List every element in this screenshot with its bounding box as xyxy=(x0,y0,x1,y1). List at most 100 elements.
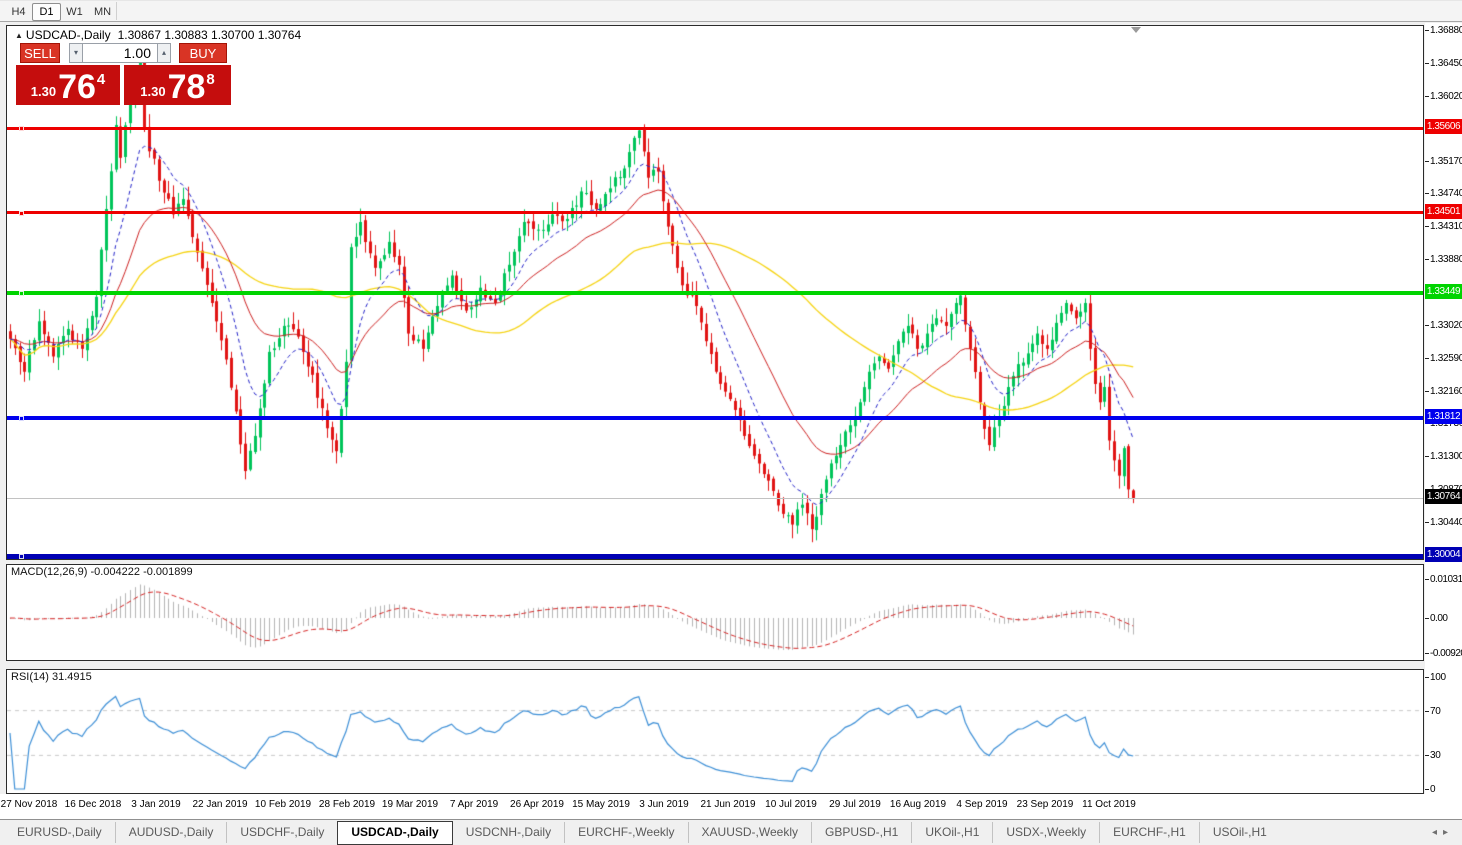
date-label: 16 Aug 2019 xyxy=(889,799,947,810)
tab-usdcnh-daily[interactable]: USDCNH-,Daily xyxy=(465,825,552,839)
horizontal-level-line[interactable] xyxy=(7,211,1423,214)
current-price-label: 1.30764 xyxy=(1425,489,1462,504)
horizontal-level-line[interactable] xyxy=(7,291,1423,295)
rsi-tick-label: 30 xyxy=(1430,750,1441,761)
chart-symbol-label: USDCAD-,Daily xyxy=(25,28,111,42)
date-label: 10 Jul 2019 xyxy=(765,799,817,810)
sell-price[interactable]: 1.30 76 4 xyxy=(16,65,120,105)
level-line-handle[interactable] xyxy=(19,291,24,296)
buy-price-prefix: 1.30 xyxy=(140,84,166,99)
rsi-tick-label: 0 xyxy=(1430,784,1436,795)
chart-tabs-bar: EURUSD-,Daily AUDUSD-,Daily USDCHF-,Daily U… xyxy=(0,819,1462,845)
chevron-down-icon: ▾ xyxy=(73,48,78,57)
price-tick-label: 1.36020 xyxy=(1430,91,1462,102)
date-label: 16 Dec 2018 xyxy=(64,799,122,810)
tab-scroll-right-icon[interactable]: ▸ xyxy=(1442,827,1454,838)
volume-increase-button[interactable]: ▴ xyxy=(157,43,171,63)
price-tick-dash xyxy=(1425,358,1429,359)
macd-tick-label: -0.009203 xyxy=(1430,648,1462,659)
rsi-panel: RSI(14) 31.4915 xyxy=(6,669,1424,794)
price-tick-label: 1.34740 xyxy=(1430,188,1462,199)
price-tick-label: 1.36880 xyxy=(1430,25,1462,36)
tab-gbpusd-h1[interactable]: GBPUSD-,H1 xyxy=(811,822,911,843)
timeframe-button-MN[interactable]: MN xyxy=(93,6,112,18)
date-label: 4 Sep 2019 xyxy=(956,799,1008,810)
buy-price-big: 78 xyxy=(167,68,206,106)
level-line-handle[interactable] xyxy=(19,211,24,216)
sell-price-sup: 4 xyxy=(96,71,106,88)
date-label: 7 Apr 2019 xyxy=(449,799,499,810)
date-label: 3 Jan 2019 xyxy=(131,799,181,810)
chart-ohlc-values: 1.30867 1.30883 1.30700 1.30764 xyxy=(117,28,302,42)
volume-input[interactable] xyxy=(82,43,158,63)
price-panel: ▲ USDCAD-,Daily 1.30867 1.30883 1.30700 1.… xyxy=(6,25,1424,560)
collapse-arrow-icon[interactable]: ▲ xyxy=(15,31,23,40)
price-tick-dash xyxy=(1425,391,1429,392)
timeframe-toolbar: H4 D1 W1 MN xyxy=(0,1,1462,22)
price-tick-dash xyxy=(1425,63,1429,64)
level-line-handle[interactable] xyxy=(19,126,24,131)
macd-tick-label: 0.00 xyxy=(1430,613,1448,624)
level-line-handle[interactable] xyxy=(19,554,24,559)
chevron-up-icon: ▴ xyxy=(161,48,166,57)
price-tick-label: 1.34310 xyxy=(1430,221,1462,232)
macd-panel: MACD(12,26,9) -0.004222 -0.001899 xyxy=(6,564,1424,661)
tab-usdcad-daily[interactable]: USDCAD-,Daily xyxy=(337,821,453,845)
macd-tick-dash xyxy=(1425,618,1429,619)
price-tick-dash xyxy=(1425,259,1429,260)
tab-eurchf-weekly[interactable]: EURCHF-,Weekly xyxy=(564,822,687,843)
date-label: 15 May 2019 xyxy=(572,799,630,810)
buy-price[interactable]: 1.30 78 8 xyxy=(124,65,231,105)
price-axis[interactable]: 1.36880 1.36450 1.36020 1.35170 1.34740 1.343… xyxy=(1425,23,1462,795)
volume-decrease-button[interactable]: ▾ xyxy=(69,43,83,63)
price-tick-dash xyxy=(1425,456,1429,457)
price-tick-dash xyxy=(1425,96,1429,97)
sell-button[interactable]: SELL xyxy=(20,43,60,63)
price-tick-dash xyxy=(1425,226,1429,227)
horizontal-level-line[interactable] xyxy=(7,554,1423,559)
macd-tick-dash xyxy=(1425,653,1429,654)
rsi-canvas[interactable] xyxy=(7,670,1423,793)
timeframe-button-H4[interactable]: H4 xyxy=(11,6,26,18)
date-label: 29 Jul 2019 xyxy=(829,799,881,810)
buy-price-sup: 8 xyxy=(206,71,215,88)
tab-usdx-weekly[interactable]: USDX-,Weekly xyxy=(992,822,1099,843)
price-tick-label: 1.33880 xyxy=(1430,254,1462,265)
rsi-tick-dash xyxy=(1425,789,1429,790)
toolbar-separator xyxy=(116,2,117,20)
tab-usdchf-daily[interactable]: USDCHF-,Daily xyxy=(226,822,337,843)
tab-eurusd-daily[interactable]: EURUSD-,Daily xyxy=(17,825,102,839)
price-tick-label: 1.36450 xyxy=(1430,58,1462,69)
level-price-label: 1.34501 xyxy=(1425,204,1462,219)
tab-eurchf-h1[interactable]: EURCHF-,H1 xyxy=(1099,822,1199,843)
sell-price-big: 76 xyxy=(58,68,96,106)
tab-xauusd-weekly[interactable]: XAUUSD-,Weekly xyxy=(687,822,811,843)
level-line-handle[interactable] xyxy=(19,416,24,421)
date-label: 22 Jan 2019 xyxy=(192,799,248,810)
chart-shift-marker-icon xyxy=(1131,27,1141,33)
chart-region: ▲ USDCAD-,Daily 1.30867 1.30883 1.30700 1.… xyxy=(0,23,1462,819)
date-label: 27 Nov 2018 xyxy=(0,799,58,810)
price-tick-dash xyxy=(1425,161,1429,162)
date-axis[interactable]: 27 Nov 2018 16 Dec 2018 3 Jan 2019 22 Jan 2… xyxy=(0,794,1462,819)
date-label: 3 Jun 2019 xyxy=(639,799,689,810)
timeframe-button-D1[interactable]: D1 xyxy=(32,3,61,21)
rsi-tick-dash xyxy=(1425,711,1429,712)
date-label: 28 Feb 2019 xyxy=(318,799,376,810)
rsi-tick-label: 70 xyxy=(1430,706,1441,717)
timeframe-button-W1[interactable]: W1 xyxy=(66,6,83,18)
price-tick-label: 1.30440 xyxy=(1430,517,1462,528)
horizontal-level-line[interactable] xyxy=(7,416,1423,420)
horizontal-level-line[interactable] xyxy=(7,127,1423,130)
price-tick-label: 1.31300 xyxy=(1430,451,1462,462)
tab-ukoil-h1[interactable]: UKOil-,H1 xyxy=(911,822,992,843)
macd-canvas[interactable] xyxy=(7,565,1423,660)
tab-usoil-h1[interactable]: USOil-,H1 xyxy=(1198,822,1280,843)
date-label: 19 Mar 2019 xyxy=(381,799,439,810)
rsi-label: RSI(14) 31.4915 xyxy=(11,671,92,683)
tab-audusd-daily[interactable]: AUDUSD-,Daily xyxy=(114,822,227,843)
tab-scroll-left-icon[interactable]: ◂ xyxy=(1431,827,1443,838)
buy-button[interactable]: BUY xyxy=(179,43,227,63)
